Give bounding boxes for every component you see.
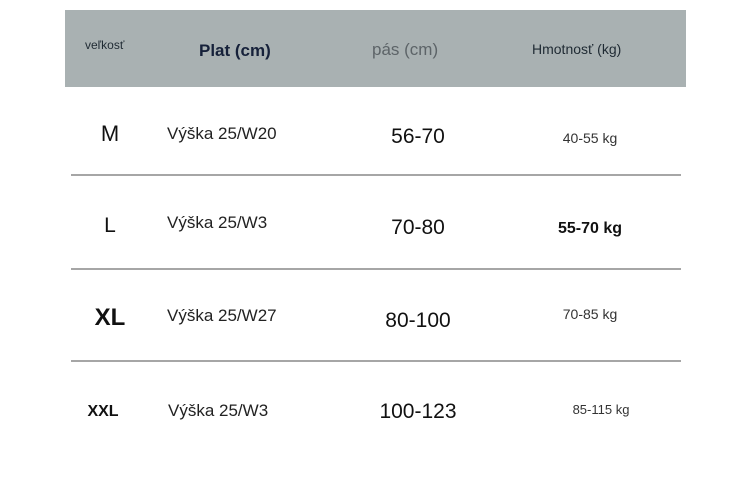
- size-chart-table: veľkosť Plat (cm) pás (cm) Hmotnosť (kg)…: [65, 10, 686, 450]
- weight-cell: 70-85 kg: [562, 306, 618, 322]
- waist-cell: 100-123: [379, 400, 457, 423]
- plat-cell: Výška 25/W3: [168, 401, 269, 420]
- table-row: L Výška 25/W3 70-80 55-70 kg: [65, 176, 686, 269]
- size-cell: L: [104, 214, 116, 237]
- waist-cell: 70-80: [391, 216, 445, 239]
- header-waist: pás (cm): [372, 40, 439, 59]
- weight-cell: 55-70 kg: [557, 220, 623, 237]
- size-cell: XXL: [87, 403, 119, 420]
- size-cell: XL: [94, 304, 126, 331]
- waist-cell: 56-70: [391, 125, 445, 148]
- plat-cell: Výška 25/W27: [167, 306, 277, 325]
- size-cell: M: [100, 121, 120, 146]
- row-divider: [71, 268, 681, 270]
- header-weight: Hmotnosť (kg): [532, 41, 622, 57]
- plat-cell: Výška 25/W20: [167, 124, 277, 143]
- row-divider: [71, 174, 681, 176]
- table-header: veľkosť Plat (cm) pás (cm) Hmotnosť (kg): [65, 10, 686, 87]
- table-row: XXL Výška 25/W3 100-123 85-115 kg: [65, 362, 686, 450]
- row-divider: [71, 360, 681, 362]
- header-plat: Plat (cm): [199, 41, 271, 60]
- table-row: M Výška 25/W20 56-70 40-55 kg: [65, 87, 686, 175]
- table-row: XL Výška 25/W27 80-100 70-85 kg: [65, 270, 686, 360]
- weight-cell: 40-55 kg: [562, 130, 618, 146]
- waist-cell: 80-100: [385, 309, 451, 332]
- plat-cell: Výška 25/W3: [167, 213, 268, 232]
- weight-cell: 85-115 kg: [572, 402, 630, 417]
- header-size: veľkosť: [85, 38, 125, 52]
